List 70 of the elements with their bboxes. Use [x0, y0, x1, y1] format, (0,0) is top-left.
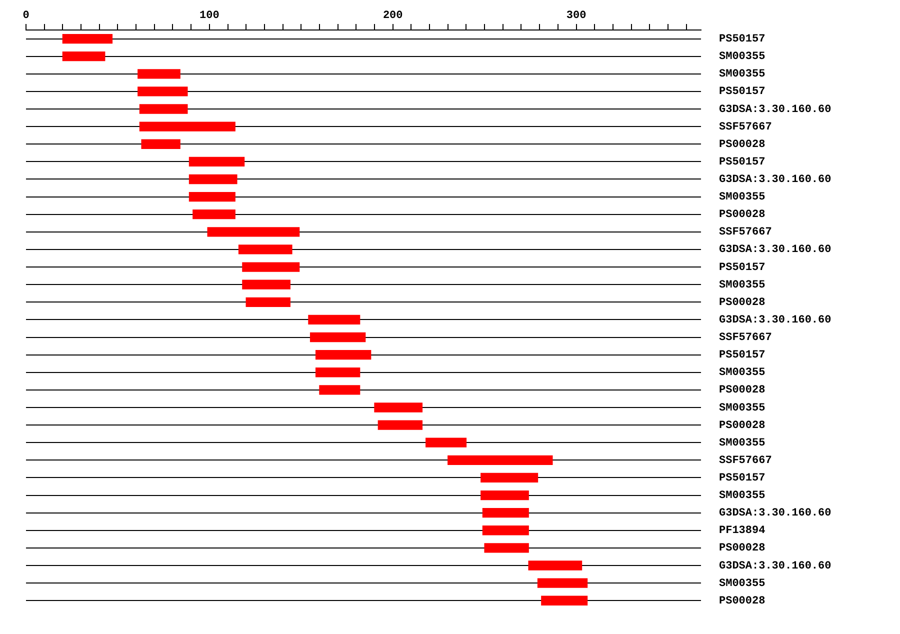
y-tick-label: PS00028	[719, 420, 766, 432]
bar	[426, 438, 467, 448]
bar	[315, 368, 360, 378]
y-tick-label: PS50157	[719, 156, 766, 168]
bar	[62, 34, 113, 44]
y-tick-label: G3DSA:3.30.160.60	[719, 244, 832, 256]
y-tick-label: SM00355	[719, 192, 766, 204]
y-tick-label: PS50157	[719, 262, 766, 274]
bar	[319, 385, 360, 395]
bar	[484, 543, 529, 553]
bar	[138, 69, 180, 79]
bar	[62, 52, 106, 62]
y-tick-label: SSF57667	[719, 226, 772, 239]
bar	[528, 560, 582, 570]
x-tick-label: 200	[382, 10, 403, 22]
y-tick-label: SM00355	[719, 367, 766, 380]
bar	[378, 420, 423, 430]
y-tick-label: SM00355	[719, 490, 766, 502]
y-tick-label: PS00028	[719, 384, 766, 397]
y-tick-label: G3DSA:3.30.160.60	[719, 560, 832, 572]
y-tick-label: PS00028	[719, 296, 766, 309]
bar	[537, 578, 588, 588]
y-tick-label: PS00028	[719, 542, 766, 555]
bar	[188, 156, 245, 167]
bar	[308, 314, 360, 325]
bar	[242, 280, 290, 290]
y-tick-label: PF13894	[719, 525, 766, 538]
y-tick-label: SM00355	[719, 68, 766, 81]
y-tick-label: SM00355	[719, 578, 766, 590]
bar	[139, 104, 188, 114]
y-tick-label: G3DSA:3.30.160.60	[719, 508, 832, 520]
x-tick-label: 0	[22, 10, 30, 22]
y-tick-label: SM00355	[719, 279, 766, 292]
y-tick-label: SSF57667	[719, 121, 772, 134]
y-tick-label: G3DSA:3.30.160.60	[719, 314, 832, 326]
bar	[482, 508, 529, 518]
bar	[207, 227, 300, 237]
bar	[310, 332, 366, 342]
y-tick-label: SSF57667	[719, 454, 772, 467]
bar	[188, 174, 238, 184]
y-tick-label: PS00028	[719, 595, 766, 608]
y-tick-label: SM00355	[719, 437, 766, 450]
y-tick-label: PS50157	[719, 34, 766, 46]
bar	[448, 455, 553, 465]
bar	[374, 402, 423, 412]
x-tick-label: 100	[200, 10, 220, 22]
y-tick-label: PS00028	[719, 138, 766, 151]
y-tick-label: SM00355	[719, 402, 766, 414]
bar	[480, 472, 538, 483]
bar	[192, 210, 236, 220]
bar	[480, 490, 529, 500]
x-tick-label: 300	[566, 10, 586, 22]
y-tick-label: PS50157	[719, 350, 766, 362]
y-tick-label: PS00028	[719, 209, 766, 222]
bar	[315, 350, 372, 360]
bar	[246, 297, 290, 307]
y-tick-label: G3DSA:3.30.160.60	[719, 104, 832, 116]
bar	[188, 192, 236, 202]
bar	[242, 262, 300, 272]
bar	[482, 526, 529, 536]
bar	[141, 139, 180, 149]
bar	[238, 244, 292, 254]
y-tick-label: G3DSA:3.30.160.60	[719, 174, 832, 186]
bar	[541, 596, 588, 606]
bar	[138, 86, 188, 96]
y-tick-label: SSF57667	[719, 332, 772, 344]
y-tick-label: PS50157	[719, 86, 766, 98]
bar	[139, 122, 236, 132]
y-tick-label: PS50157	[719, 472, 766, 484]
y-tick-label: SM00355	[719, 51, 766, 64]
